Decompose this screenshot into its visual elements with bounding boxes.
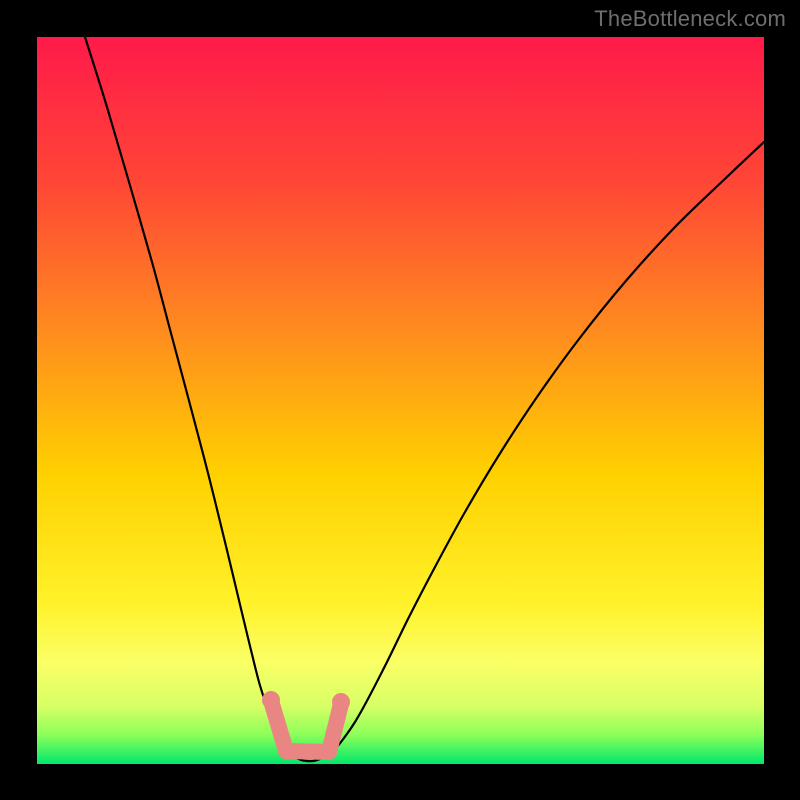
marker-dot — [332, 693, 350, 711]
chart-svg-layer — [37, 37, 764, 764]
highlight-marker-cluster — [262, 691, 350, 752]
chart-plot-area — [37, 37, 764, 764]
marker-dot — [262, 691, 280, 709]
watermark-text: TheBottleneck.com — [594, 6, 786, 32]
bottleneck-curve — [85, 37, 764, 761]
